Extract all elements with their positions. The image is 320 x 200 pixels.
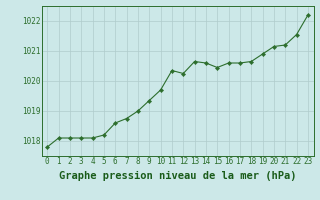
X-axis label: Graphe pression niveau de la mer (hPa): Graphe pression niveau de la mer (hPa) <box>59 171 296 181</box>
